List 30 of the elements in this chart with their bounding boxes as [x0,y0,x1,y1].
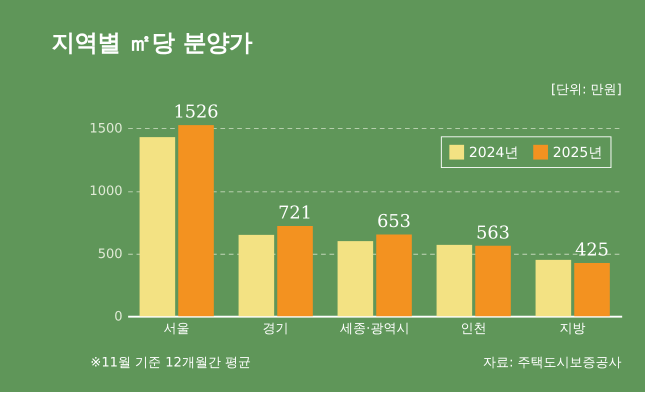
data-label: 563 [476,223,510,244]
data-label: 1526 [174,102,219,123]
bar [376,234,412,316]
bar [140,137,176,316]
x-tick-label: 인천 [460,322,487,337]
x-tick-label: 지방 [560,322,586,337]
bar [574,263,610,316]
bar [536,260,572,316]
x-tick-label: 서울 [164,322,190,337]
chart-title: 지역별 ㎡당 분양가 [52,30,252,57]
bar [178,125,214,316]
y-tick-label: 500 [98,246,123,262]
bar [475,246,511,316]
bar [277,226,313,316]
text: [단위: 만원] [550,82,622,98]
y-tick-label: 1000 [89,184,123,200]
y-tick-label: 1500 [89,122,123,137]
y-tick-label: 0 [114,309,123,324]
data-label: 721 [278,204,312,224]
data-label: 425 [575,240,609,261]
legend-label: 2025년 [552,144,602,161]
bar [238,234,274,316]
text: 자료: 주택도시보증공사 [483,356,622,371]
x-tick-label: 세종·광역시 [340,322,410,337]
text: ※11월 기준 12개월간 평균 [90,356,251,371]
data-label: 653 [377,212,411,232]
bar [338,241,374,316]
x-tick-label: 경기 [262,322,289,337]
bar [436,244,472,316]
legend-label: 2024년 [468,144,518,161]
